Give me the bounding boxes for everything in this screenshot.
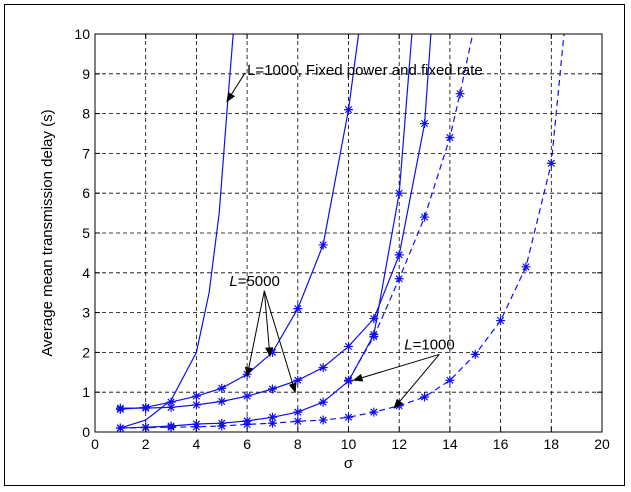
- y-tick-label: 1: [82, 384, 90, 400]
- x-tick-label: 4: [193, 436, 201, 452]
- data-point-series-3: [191, 400, 201, 410]
- x-tick-label: 16: [493, 436, 509, 452]
- data-point-series-2: [166, 397, 176, 407]
- data-point-series-6: [420, 212, 430, 222]
- annotation-arrow: [263, 290, 297, 394]
- y-tick-label: 0: [82, 424, 90, 440]
- data-point-series-4: [293, 407, 303, 417]
- data-point-series-6: [369, 331, 379, 341]
- data-point-series-5: [191, 422, 201, 432]
- plot-area: [94, 33, 603, 433]
- data-point-series-3: [344, 341, 353, 351]
- data-point-series-6: [445, 132, 455, 142]
- data-point-series-5: [496, 316, 506, 326]
- data-point-series-6: [394, 274, 404, 284]
- data-point-series-2: [217, 383, 227, 393]
- x-tick-label: 20: [594, 436, 610, 452]
- x-tick-label: 8: [294, 436, 302, 452]
- x-tick-label: 14: [442, 436, 458, 452]
- data-point-series-5: [344, 412, 353, 422]
- data-point-series-5: [293, 416, 303, 426]
- annotation-arrow: [244, 290, 265, 378]
- data-point-series-5: [242, 419, 252, 429]
- series-group: [120, 34, 565, 429]
- data-point-series-6: [344, 375, 353, 385]
- annotation-text: =5000: [238, 273, 280, 290]
- x-axis-label: σ: [344, 455, 354, 472]
- annotation-text: L=1000, Fixed power and fixed rate: [247, 62, 483, 79]
- series-line-2: [120, 34, 360, 410]
- annotation-text: =1000: [413, 336, 455, 353]
- annotation-italic: L: [229, 273, 237, 290]
- annotation-label-2: L=5000: [229, 273, 279, 290]
- data-point-series-3: [242, 391, 252, 401]
- y-tick-label: 10: [74, 26, 90, 42]
- data-point-series-6: [455, 89, 465, 99]
- data-point-series-4: [318, 397, 328, 407]
- y-tick-label: 9: [82, 66, 90, 82]
- x-tick-label: 6: [243, 436, 251, 452]
- grid: [95, 34, 602, 432]
- annotation-arrow: [352, 353, 440, 382]
- x-tick-label: 12: [391, 436, 407, 452]
- data-point-series-2: [191, 391, 201, 401]
- data-point-series-5: [445, 375, 455, 385]
- data-point-series-5: [115, 423, 125, 433]
- data-point-series-5: [318, 415, 328, 425]
- data-point-series-5: [166, 422, 176, 432]
- y-axis-label: Average mean transmission delay (s): [39, 109, 56, 356]
- data-point-series-2: [293, 304, 303, 314]
- data-point-series-5: [470, 349, 480, 359]
- data-point-series-3: [293, 375, 303, 385]
- data-point-series-3: [318, 363, 328, 373]
- annotations-group: L=1000, Fixed power and fixed rateL=5000…: [226, 62, 483, 409]
- annotation-label-1: L=1000, Fixed power and fixed rate: [247, 62, 483, 79]
- data-point-series-5: [546, 158, 556, 168]
- data-point-series-3: [115, 403, 125, 413]
- annotation-arrow: [263, 290, 274, 358]
- series-line-6: [347, 34, 474, 381]
- data-point-series-4: [394, 188, 404, 198]
- series-line-5: [120, 34, 565, 429]
- data-point-series-3: [267, 384, 277, 394]
- annotation-arrow: [393, 354, 440, 409]
- x-tick-label: 0: [91, 436, 99, 452]
- annotation-italic: L: [404, 336, 412, 353]
- data-point-series-3: [141, 403, 151, 413]
- y-tick-label: 2: [82, 344, 90, 360]
- data-point-series-4: [267, 412, 277, 422]
- x-tick-label: 2: [142, 436, 150, 452]
- x-tick-label: 10: [341, 436, 357, 452]
- markers-group: [115, 89, 556, 433]
- data-point-series-5: [267, 418, 277, 428]
- y-tick-label: 5: [82, 225, 90, 241]
- data-point-series-3: [217, 396, 227, 406]
- annotation-arrow: [226, 72, 246, 103]
- y-tick-label: 6: [82, 185, 90, 201]
- series-line-4: [120, 34, 413, 429]
- data-point-series-5: [521, 262, 531, 272]
- figure-frame: [4, 4, 625, 486]
- annotation-label-3: L=1000: [404, 336, 454, 353]
- data-point-series-2: [344, 105, 353, 115]
- y-tick-label: 4: [82, 265, 90, 281]
- data-point-series-2: [318, 240, 328, 250]
- y-tick-label: 8: [82, 106, 90, 122]
- data-point-series-3: [369, 314, 379, 324]
- y-tick-label: 3: [82, 305, 90, 321]
- data-point-series-3: [420, 119, 430, 129]
- x-tick-label: 18: [544, 436, 560, 452]
- series-line-1: [120, 34, 234, 429]
- data-point-series-5: [217, 421, 227, 431]
- data-point-series-5: [420, 392, 430, 402]
- y-tick-label: 7: [82, 145, 90, 161]
- data-point-series-3: [394, 250, 404, 260]
- data-point-series-5: [369, 407, 379, 417]
- data-point-series-3: [166, 402, 176, 412]
